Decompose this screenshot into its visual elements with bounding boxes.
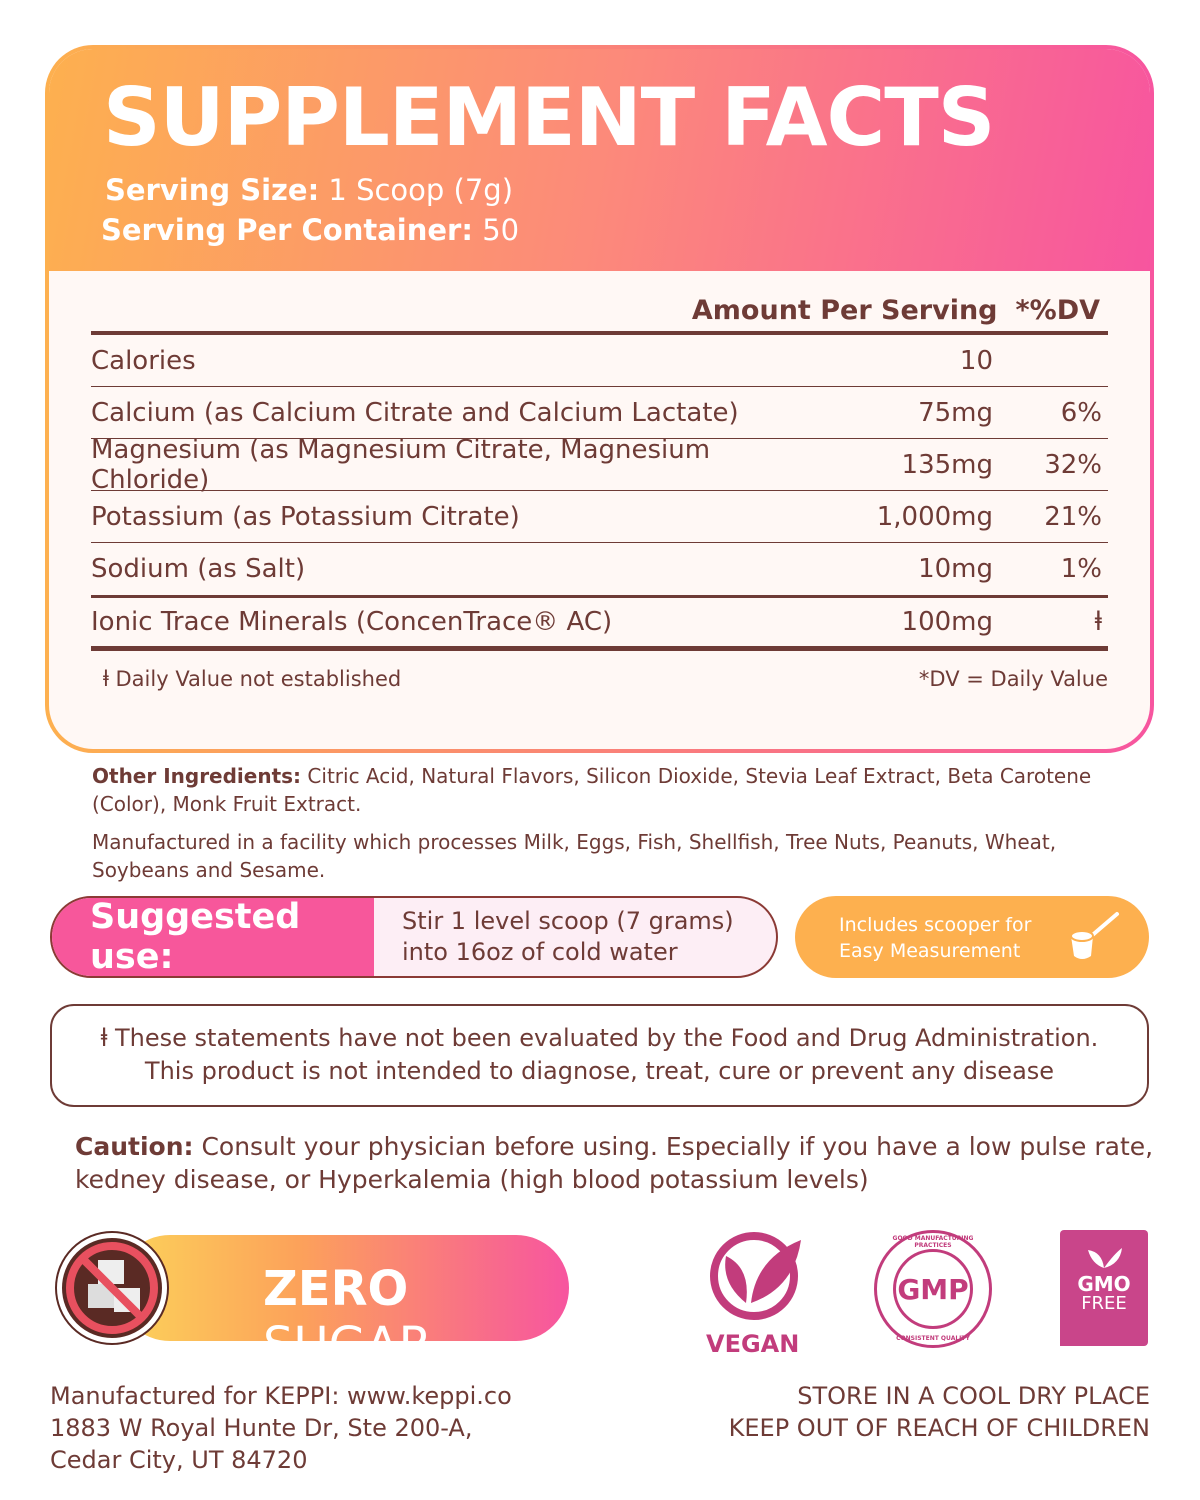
nutrient-dv: 21% (1044, 501, 1102, 532)
fda-line-2: This product is not intended to diagnose… (144, 1057, 1055, 1085)
col-dv: *%DV (1015, 295, 1100, 326)
leaf-icon (710, 1232, 801, 1320)
servings-label: Serving Per Container: (101, 213, 473, 247)
storage-instructions: STORE IN A COOL DRY PLACE KEEP OUT OF RE… (729, 1380, 1150, 1444)
nutrient-dv: 1% (1060, 554, 1102, 584)
table-row: Sodium (as Salt) 10mg 1% (91, 543, 1108, 595)
other-ingredients: Other Ingredients: Citric Acid, Natural … (92, 762, 1152, 894)
footnote-dv-definition: *DV = Daily Value (918, 667, 1108, 691)
serving-size-label: Serving Size: (105, 173, 320, 207)
allergen-statement: Manufactured in a facility which process… (92, 830, 1057, 882)
nutrient-dv: ⱡ (1094, 607, 1102, 637)
gmp-bottom-text: CONSISTENT QUALITY (896, 1335, 970, 1342)
suggested-use-label: Suggested use: (52, 898, 374, 976)
table-row: Ionic Trace Minerals (ConcenTrace® AC) 10… (91, 595, 1108, 651)
suggested-line-2: into 16oz of cold water (402, 938, 678, 966)
scooper-line-1: Includes scooper for (839, 914, 1032, 936)
servings-per-container: Serving Per Container: 50 (101, 213, 519, 247)
other-ingredients-text: Citric Acid, Natural Flavors, Silicon Di… (92, 764, 1092, 816)
address-line-3: Cedar City, UT 84720 (50, 1446, 308, 1474)
zero-label: ZERO (263, 1261, 409, 1317)
table-row: Magnesium (as Magnesium Citrate, Magnesi… (91, 435, 1108, 495)
address-line-2: 1883 W Royal Hunte Dr, Ste 200-A, (50, 1414, 473, 1442)
gmo-free-badge: GMO FREE (1060, 1230, 1148, 1346)
facts-header: SUPPLEMENT FACTS Serving Size: 1 Scoop (… (49, 49, 1150, 271)
suggested-use-text: Stir 1 level scoop (7 grams) into 16oz of… (374, 898, 734, 976)
caution-label: Caution: (75, 1132, 194, 1161)
nutrient-amount: 135mg (901, 449, 993, 480)
nutrient-name: Potassium (as Potassium Citrate) (91, 501, 520, 532)
footnote-dv-not-established: ⱡ Daily Value not established (103, 667, 402, 691)
nutrient-name: Ionic Trace Minerals (ConcenTrace® AC) (91, 607, 613, 637)
nutrient-amount: 75mg (918, 397, 993, 428)
storage-line-2: KEEP OUT OF REACH OF CHILDREN (728, 1414, 1150, 1442)
gmp-badge: GMP GOOD MANUFACTURING PRACTICES CONSIST… (874, 1230, 992, 1348)
zero-sugar-text: ZERO SUGAR (263, 1261, 569, 1373)
table-footnotes: ⱡ Daily Value not established *DV = Daily… (91, 667, 1108, 691)
vegan-label: VEGAN (706, 1330, 800, 1358)
caution-text: Consult your physician before using. Esp… (75, 1132, 1154, 1194)
nutrient-dv: 32% (1044, 449, 1102, 480)
table-row: Calcium (as Calcium Citrate and Calcium … (91, 387, 1108, 439)
scoop-icon (1070, 912, 1119, 959)
fda-line-1: ⱡ These statements have not been evaluat… (100, 1024, 1099, 1052)
storage-line-1: STORE IN A COOL DRY PLACE (797, 1382, 1150, 1410)
col-amount: Amount Per Serving (691, 295, 998, 326)
zero-sugar-pill: ZERO SUGAR (117, 1235, 569, 1373)
other-ingredients-label: Other Ingredients: (92, 764, 302, 788)
sugar-label: SUGAR (263, 1317, 432, 1373)
nutrient-amount: 1,000mg (876, 501, 993, 532)
gmo-label: GMO (1077, 1272, 1131, 1296)
serving-size-value: 1 Scoop (7g) (328, 173, 514, 207)
vegan-badge: VEGAN (706, 1228, 806, 1358)
nutrient-name: Sodium (as Salt) (91, 554, 306, 584)
nutrient-name: Calcium (as Calcium Citrate and Calcium … (91, 397, 739, 428)
table-row: Calories 10 (91, 335, 1108, 387)
zero-sugar-badge: ZERO SUGAR (57, 1233, 569, 1373)
scooper-note: Includes scooper for Easy Measurement (795, 896, 1149, 978)
nutrient-name: Magnesium (as Magnesium Citrate, Magnesi… (91, 434, 711, 495)
free-label: FREE (1081, 1293, 1127, 1314)
address-line-1: Manufactured for KEPPI: www.keppi.co (50, 1382, 512, 1410)
manufacturer-address: Manufactured for KEPPI: www.keppi.co 188… (50, 1380, 512, 1476)
fda-disclaimer: ⱡ These statements have not been evaluat… (50, 1004, 1149, 1107)
nutrient-amount: 100mg (901, 607, 993, 637)
no-sugar-cubes-icon (57, 1233, 167, 1343)
serving-size: Serving Size: 1 Scoop (7g) (105, 173, 513, 207)
facts-table: Amount Per Serving *%DV Calories 10 Calciu… (91, 295, 1108, 691)
supplement-facts-panel: SUPPLEMENT FACTS Serving Size: 1 Scoop (… (45, 45, 1154, 753)
caution-statement: Caution: Consult your physician before u… (75, 1130, 1155, 1196)
suggested-use: Suggested use: Stir 1 level scoop (7 gra… (50, 896, 778, 978)
gmp-top-text: GOOD MANUFACTURING PRACTICES (892, 1235, 974, 1249)
table-row: Potassium (as Potassium Citrate) 1,000mg 2… (91, 491, 1108, 543)
servings-value: 50 (482, 213, 520, 247)
scooper-line-2: Easy Measurement (839, 940, 1021, 962)
nutrient-name: Calories (91, 345, 196, 376)
nutrient-amount: 10 (959, 345, 993, 376)
nutrient-dv: 6% (1060, 397, 1102, 428)
sprout-icon (1088, 1248, 1122, 1268)
table-header: Amount Per Serving *%DV (91, 295, 1108, 335)
suggested-line-1: Stir 1 level scoop (7 grams) (402, 907, 734, 935)
gmp-label: GMP (893, 1249, 973, 1329)
page-title: SUPPLEMENT FACTS (103, 71, 995, 164)
nutrient-amount: 10mg (918, 554, 993, 584)
